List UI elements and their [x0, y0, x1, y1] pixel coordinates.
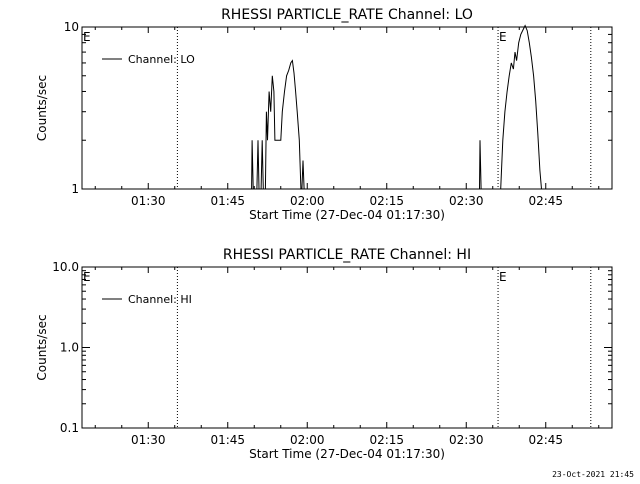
footer-timestamp: 23-Oct-2021 21:45	[552, 470, 634, 479]
y-tick-label: 10	[64, 20, 79, 34]
y-axis-label: Counts/sec	[35, 314, 49, 380]
x-tick-label: 01:45	[210, 194, 245, 208]
plot-frame	[81, 26, 613, 190]
x-tick-label: 02:45	[528, 433, 563, 447]
x-tick-label: 02:00	[290, 194, 325, 208]
event-marker-label: E	[83, 30, 91, 44]
chart-title: RHESSI PARTICLE_RATE Channel: LO	[221, 7, 473, 23]
x-tick-label: 01:30	[131, 194, 166, 208]
x-tick-label: 02:15	[369, 194, 404, 208]
x-tick-label: 02:00	[290, 433, 325, 447]
y-tick-label: 1.0	[60, 341, 79, 355]
legend-label: Channel: HI	[128, 293, 192, 306]
x-tick-label: 02:30	[449, 194, 484, 208]
series-line	[479, 140, 482, 190]
x-tick-label: 01:30	[131, 433, 166, 447]
legend-label: Channel: LO	[128, 53, 195, 66]
event-marker-label: E	[499, 30, 507, 44]
event-marker-label: E	[83, 270, 91, 284]
chart-panel-2: RHESSI PARTICLE_RATE Channel: HI 01:30 01:…	[35, 247, 613, 461]
plot-frame	[81, 266, 613, 429]
y-axis-label: Counts/sec	[35, 75, 49, 141]
y-tick-label: 0.1	[60, 421, 79, 435]
series-line	[498, 24, 542, 190]
x-axis-label: Start Time (27-Dec-04 01:17:30)	[249, 208, 445, 222]
x-tick-label: 02:45	[528, 194, 563, 208]
event-marker-label: E	[499, 270, 507, 284]
series-line	[251, 59, 305, 190]
chart-title: RHESSI PARTICLE_RATE Channel: HI	[223, 247, 471, 263]
y-tick-label: 1	[71, 182, 79, 196]
x-axis-label: Start Time (27-Dec-04 01:17:30)	[249, 447, 445, 461]
x-tick-label: 01:45	[210, 433, 245, 447]
x-tick-label: 02:15	[369, 433, 404, 447]
x-tick-label: 02:30	[449, 433, 484, 447]
y-tick-label: 10.0	[52, 260, 79, 274]
chart-panel-1: RHESSI PARTICLE_RATE Channel: LO 01:30 01:…	[35, 7, 613, 222]
